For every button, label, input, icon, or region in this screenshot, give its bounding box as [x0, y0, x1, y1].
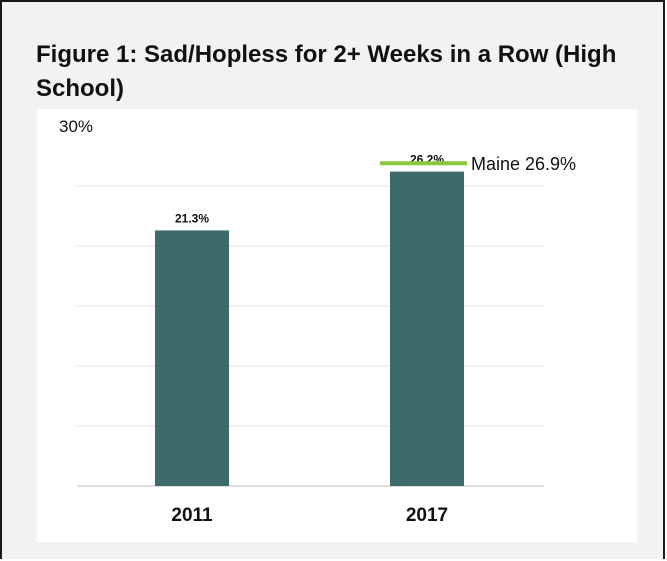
figure-title: Figure 1: Sad/Hopless for 2+ Weeks in a … [36, 41, 617, 102]
chart-area: 30% 21.3% 2011 26.2% 2017 Maine 26.9% [37, 109, 637, 542]
data-label: 21.3% [175, 211, 209, 225]
reference-line-label: Maine 26.9% [471, 154, 576, 174]
x-tick-label: 2017 [406, 505, 448, 526]
bar [155, 230, 229, 486]
bar [390, 171, 464, 486]
y-tick-label: 30% [59, 117, 93, 136]
x-tick-label: 2011 [171, 505, 213, 526]
